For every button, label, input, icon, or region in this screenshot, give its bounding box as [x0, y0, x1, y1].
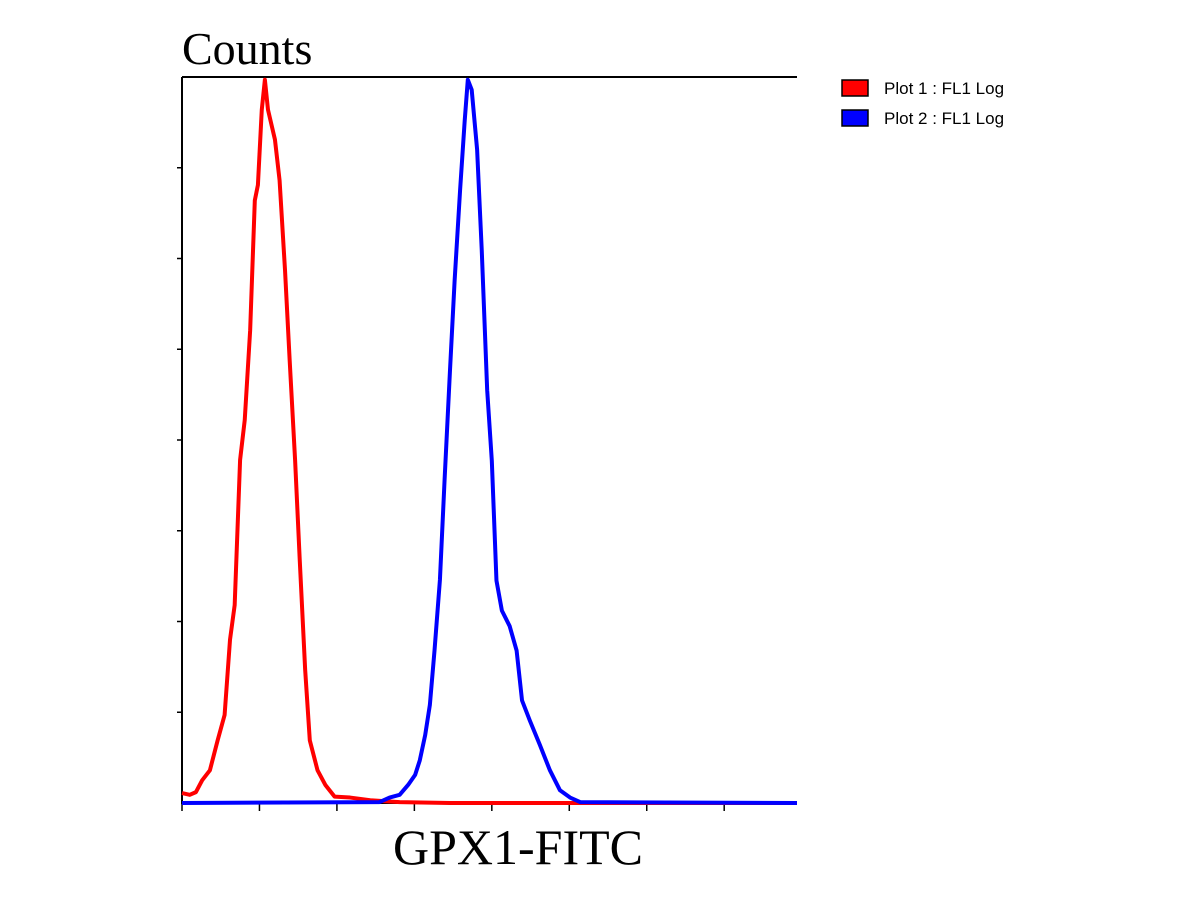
legend-swatch	[841, 79, 869, 97]
histogram-line	[181, 77, 798, 805]
legend-label: Plot 1 : FL1 Log	[884, 79, 1004, 98]
chart-title: Counts	[182, 23, 312, 74]
x-axis-label: GPX1-FITC	[393, 819, 643, 875]
legend-swatch	[841, 109, 869, 127]
histogram-line	[181, 77, 797, 805]
legend-label: Plot 2 : FL1 Log	[884, 109, 1004, 128]
